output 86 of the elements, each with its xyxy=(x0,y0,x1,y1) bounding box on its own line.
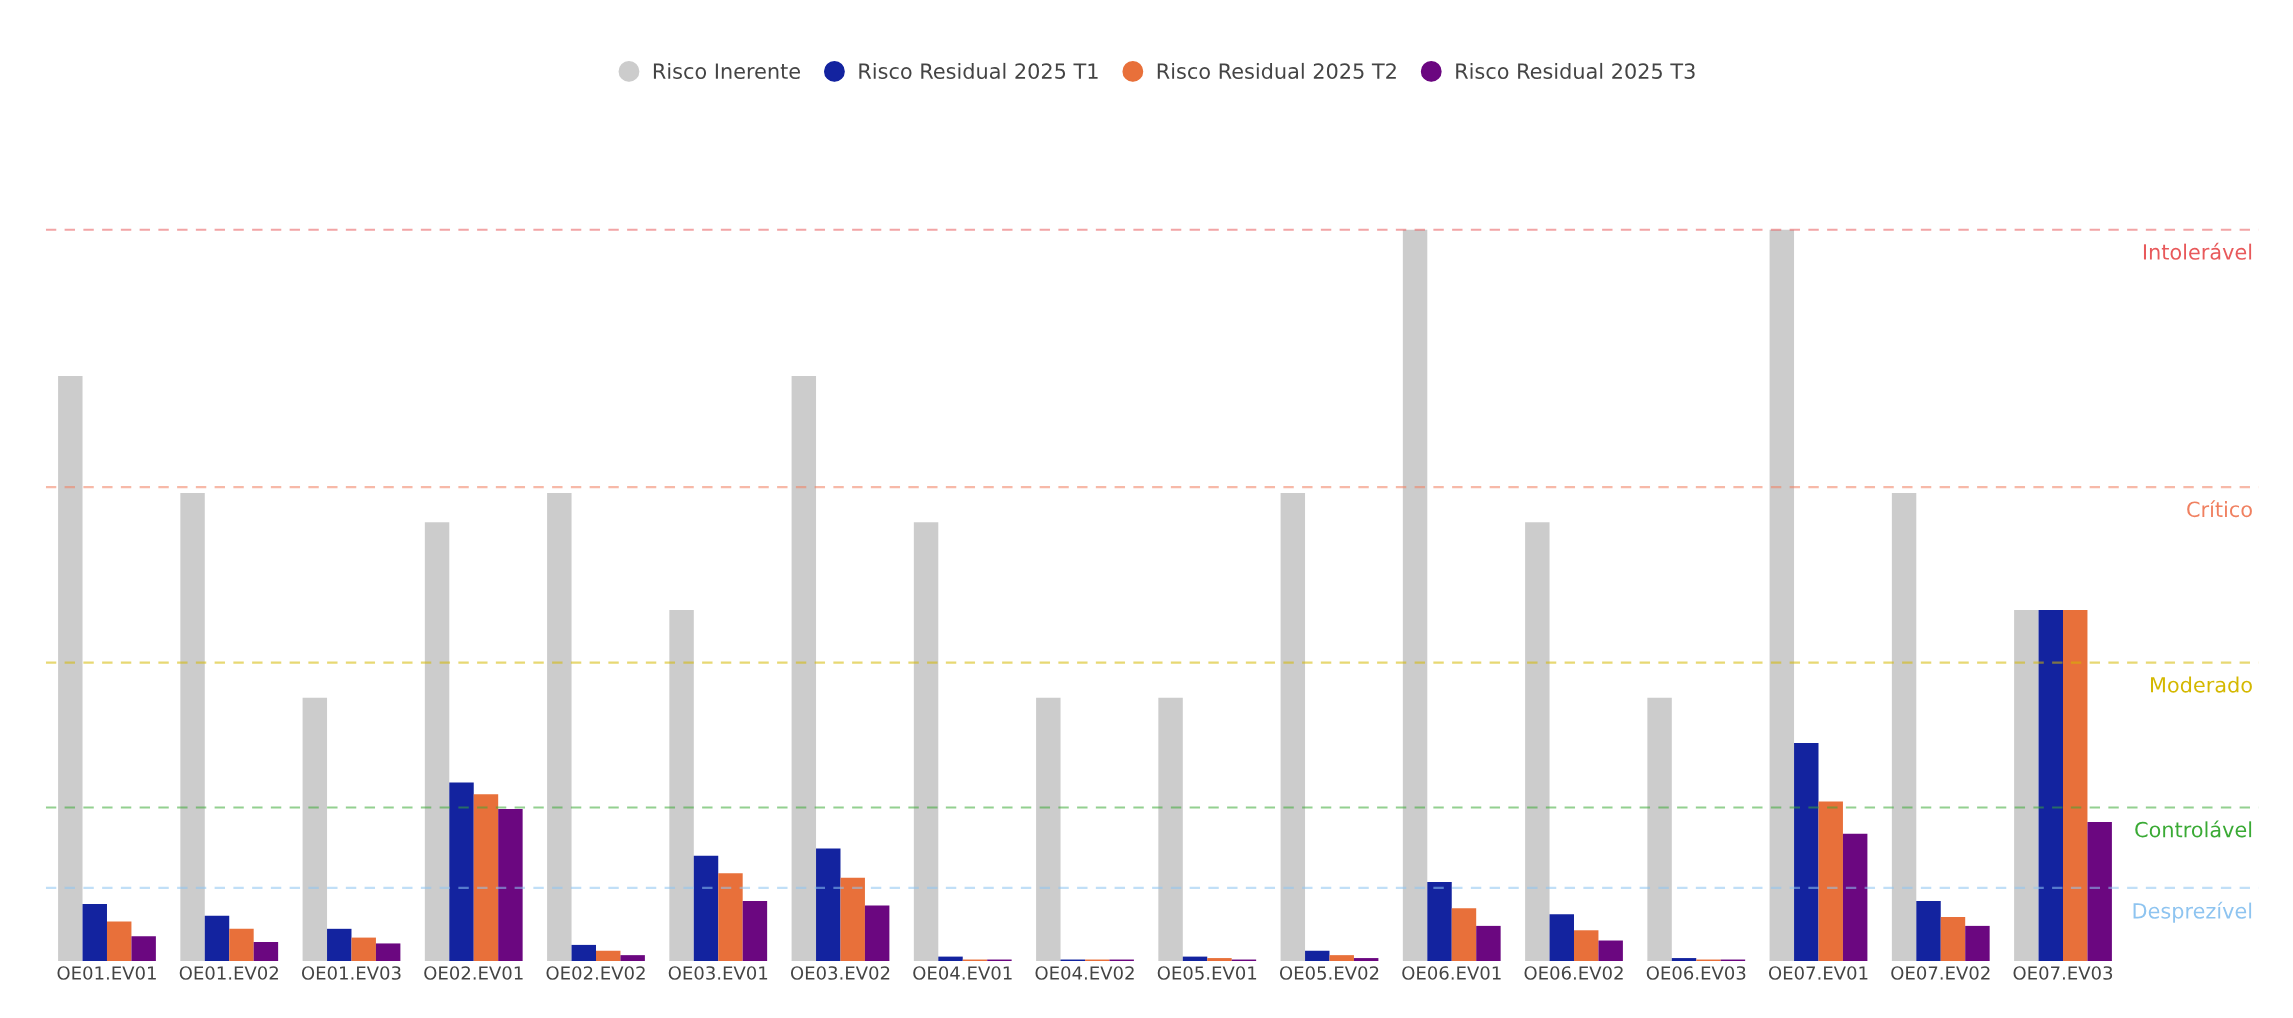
x-tick-label: OE03.EV01 xyxy=(668,966,768,980)
bar xyxy=(1402,229,1428,961)
x-tick-label: OE02.EV02 xyxy=(546,966,645,980)
bar xyxy=(1476,925,1501,961)
legend-label: Risco Residual 2025 T1 xyxy=(859,62,1098,80)
bar xyxy=(1329,955,1354,961)
x-tick-label: OE05.EV02 xyxy=(1279,966,1379,980)
bar xyxy=(742,901,768,961)
bar xyxy=(864,905,890,961)
bar xyxy=(449,782,474,961)
x-tick-label: OE04.EV01 xyxy=(913,966,1012,980)
bar xyxy=(620,955,645,961)
bar xyxy=(180,493,205,961)
bar xyxy=(1353,958,1379,961)
legend-label: Risco Residual 2025 T3 xyxy=(1456,62,1695,80)
x-tick-label: OE01.EV01 xyxy=(57,966,156,980)
x-tick-label: OE03.EV02 xyxy=(790,966,890,980)
bar xyxy=(669,610,694,961)
x-tick-label: OE04.EV02 xyxy=(1035,966,1134,980)
bar xyxy=(1940,917,1966,961)
bar xyxy=(2087,822,2112,961)
bar xyxy=(1036,697,1061,961)
bar xyxy=(816,848,841,961)
bar xyxy=(1182,956,1208,961)
bar xyxy=(938,956,963,961)
bar xyxy=(1158,697,1183,961)
ref-line-label: Controlável xyxy=(2135,820,2252,838)
ref-line-label: Desprezível xyxy=(2133,901,2252,923)
bar xyxy=(840,877,865,961)
legend-label: Risco Residual 2025 T2 xyxy=(1157,62,1396,80)
bar xyxy=(473,794,499,961)
x-tick-label: OE07.EV01 xyxy=(1768,966,1868,980)
x-tick-label: OE01.EV02 xyxy=(179,966,278,980)
bar xyxy=(1451,908,1477,961)
bar xyxy=(693,855,719,961)
bar xyxy=(1280,493,1306,961)
bar xyxy=(1549,914,1574,961)
x-tick-label: OE02.EV01 xyxy=(424,966,523,980)
bar xyxy=(571,944,596,961)
bar xyxy=(131,936,156,961)
bar xyxy=(1671,958,1697,961)
bar xyxy=(2063,610,2088,961)
bar xyxy=(595,950,621,961)
bar xyxy=(82,903,107,961)
bar xyxy=(106,921,132,961)
bar xyxy=(547,493,572,961)
bar xyxy=(351,937,376,961)
legend-label: Risco Inerente xyxy=(653,62,800,80)
bar xyxy=(2038,610,2063,961)
bar xyxy=(302,697,328,961)
bar xyxy=(791,376,817,961)
bar xyxy=(1598,940,1623,961)
bar xyxy=(1305,950,1330,961)
bar xyxy=(1916,901,1941,961)
x-tick-label: OE05.EV01 xyxy=(1157,966,1257,980)
bar xyxy=(1965,925,1990,961)
bar xyxy=(1842,833,1868,961)
bar xyxy=(327,928,352,961)
x-tick-label: OE06.EV03 xyxy=(1646,966,1746,980)
bar xyxy=(1769,229,1795,961)
bar xyxy=(1794,743,1819,961)
x-tick-label: OE06.EV02 xyxy=(1524,966,1623,980)
x-tick-label: OE01.EV03 xyxy=(301,966,401,980)
ref-line-label: Moderado xyxy=(2151,676,2252,693)
x-tick-label: OE07.EV03 xyxy=(2013,966,2113,980)
bar xyxy=(1574,930,1599,961)
ref-line-label: Crítico xyxy=(2187,500,2252,518)
ref-line-label: Intolerável xyxy=(2143,242,2252,260)
bar xyxy=(1207,958,1232,961)
bar xyxy=(58,376,83,961)
x-tick-label: OE06.EV01 xyxy=(1402,966,1501,980)
bar xyxy=(1647,697,1672,961)
bar xyxy=(1891,493,1917,961)
bar xyxy=(2014,610,2039,961)
bar xyxy=(1818,801,1843,961)
x-tick-label: OE07.EV02 xyxy=(1891,966,1990,980)
bar xyxy=(424,522,450,961)
bar xyxy=(375,943,401,961)
bar xyxy=(1427,882,1452,961)
bar xyxy=(1525,522,1550,961)
bar xyxy=(204,915,230,961)
bar xyxy=(913,522,939,961)
bar xyxy=(253,941,279,961)
bar xyxy=(718,873,743,961)
bar xyxy=(229,928,254,961)
bar xyxy=(498,808,523,961)
